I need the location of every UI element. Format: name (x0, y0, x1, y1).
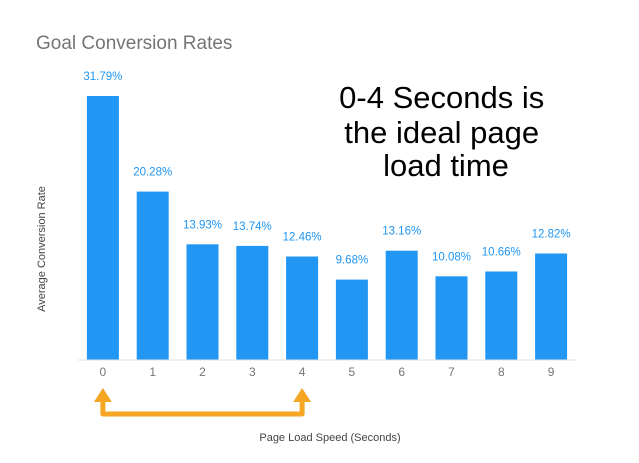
data-label-1: 20.28% (133, 167, 172, 179)
data-label-0: 31.79% (83, 71, 122, 83)
bar-4 (286, 256, 319, 360)
data-label-7: 10.08% (432, 251, 471, 263)
x-tick-3: 3 (249, 365, 256, 379)
bar-6 (385, 250, 418, 360)
data-label-5: 9.68% (336, 255, 369, 267)
range-bracket (93, 388, 312, 417)
callout-annotation: 0-4 Seconds is the ideal page load time (339, 80, 553, 183)
bracket-line (100, 397, 305, 417)
data-label-6: 13.16% (382, 226, 421, 238)
x-tick-4: 4 (299, 365, 306, 379)
bar-9 (535, 253, 568, 360)
callout-line-3: load time (383, 148, 509, 183)
x-tick-0: 0 (100, 365, 107, 379)
bracket-arrowhead-left (93, 388, 112, 402)
data-label-2: 13.93% (183, 219, 222, 231)
x-tick-8: 8 (498, 365, 505, 379)
bar-1 (136, 191, 169, 360)
chart-title: Goal Conversion Rates (36, 33, 232, 54)
data-label-8: 10.66% (482, 247, 521, 259)
y-axis-label: Average Conversion Rate (36, 186, 48, 312)
bar-2 (186, 244, 219, 360)
x-tick-5: 5 (349, 365, 356, 379)
bar-8 (485, 271, 518, 360)
x-tick-6: 6 (398, 365, 405, 379)
x-tick-2: 2 (199, 365, 206, 379)
x-tick-labels-group: 0 1 2 3 4 5 6 7 8 9 (100, 365, 555, 379)
callout-line-2: the ideal page (344, 115, 539, 150)
x-tick-1: 1 (149, 365, 156, 379)
bar-5 (335, 279, 368, 360)
callout-line-1: 0-4 Seconds is (339, 80, 544, 115)
bracket-arrowhead-right (293, 388, 312, 402)
x-tick-7: 7 (448, 365, 455, 379)
data-label-3: 13.74% (233, 221, 272, 233)
data-label-9: 12.82% (532, 229, 571, 241)
data-labels-group: 31.79% 20.28% 13.93% 13.74% 12.46% 9.68% 13.16… (83, 71, 570, 267)
data-label-4: 12.46% (283, 232, 322, 244)
bars-group (86, 96, 568, 360)
bar-7 (435, 276, 468, 360)
x-axis-label: Page Load Speed (Seconds) (259, 432, 400, 444)
x-tick-9: 9 (548, 365, 555, 379)
bar-0 (86, 96, 119, 360)
bar-3 (236, 245, 269, 360)
